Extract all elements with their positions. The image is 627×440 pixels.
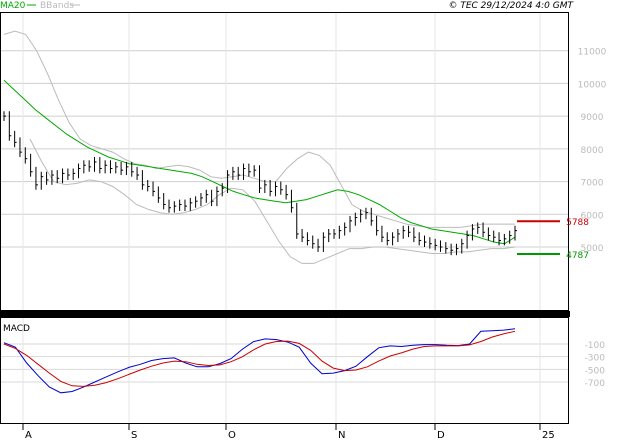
price-y-tick-label: 11000 [578, 48, 607, 58]
macd-line [3, 328, 516, 394]
x-tick-label: N [338, 430, 345, 440]
resistance-level-label: 5788 [566, 218, 589, 228]
price-y-tick-label: 7000 [581, 179, 604, 189]
macd-y-tick-label: -700 [585, 379, 606, 389]
x-tick-label: A [25, 430, 32, 440]
x-tick-label: O [228, 430, 236, 440]
price-y-tick-label: 5000 [581, 244, 604, 254]
macd-title: MACD [3, 324, 30, 334]
panel-separator [0, 311, 570, 317]
macd-y-tick-label: -300 [585, 354, 606, 364]
copyright-text: © TEC 29/12/2024 4:0 GMT [448, 1, 574, 11]
price-bars [3, 111, 517, 256]
price-panel-frame [0, 12, 569, 311]
support-level-label: 4787 [566, 251, 589, 261]
x-tick-label: S [131, 430, 137, 440]
price-y-axis: 11000 10000 9000 8000 7000 6000 5000 [578, 48, 607, 254]
price-y-tick-label: 10000 [578, 80, 607, 90]
x-axis: A S O N D 25 [22, 423, 555, 440]
x-tick-label: 25 [542, 430, 555, 440]
macd-y-tick-label: -100 [585, 341, 606, 351]
x-tick-label: D [437, 430, 445, 440]
macd-panel-frame [0, 317, 569, 424]
price-grid [1, 13, 568, 310]
macd-y-tick-label: -500 [585, 366, 606, 376]
macd-signal-line [3, 330, 516, 387]
macd-y-axis: -100 -300 -500 -700 [585, 341, 606, 389]
legend-ma20-label: MA20 [0, 1, 26, 11]
price-y-tick-label: 6000 [581, 211, 604, 221]
price-y-tick-label: 9000 [581, 113, 604, 123]
support-resistance-levels: 5788 4787 [517, 218, 589, 261]
legend: MA20 BBands [0, 1, 80, 11]
legend-bbands-label: BBands [40, 1, 74, 11]
ma20-line [3, 79, 516, 245]
bollinger-lower-line [29, 138, 516, 264]
price-y-tick-label: 8000 [581, 146, 604, 156]
